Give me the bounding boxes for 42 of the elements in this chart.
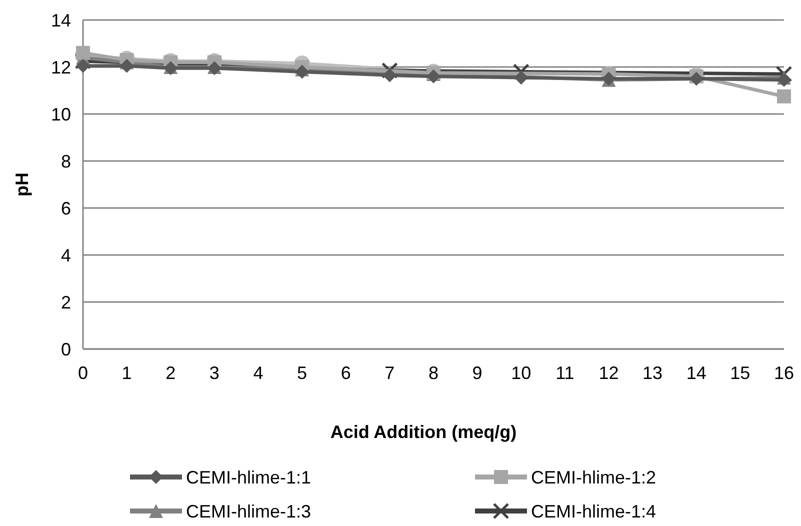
point <box>120 58 134 73</box>
x-tick-label: 13 <box>642 363 663 383</box>
point <box>512 63 530 80</box>
x-tick-label: 5 <box>297 363 308 383</box>
x-tick-label: 7 <box>384 363 395 383</box>
y-tick-label: 10 <box>50 104 71 124</box>
point <box>514 70 528 85</box>
x-tick-label: 4 <box>253 363 264 383</box>
x-tick-label: 12 <box>598 363 619 383</box>
x-tick-label: 2 <box>166 363 176 383</box>
y-tick-label: 8 <box>60 151 71 172</box>
x-tick-label: 10 <box>511 363 532 383</box>
point <box>295 64 310 79</box>
y-tick-label: 6 <box>60 198 71 218</box>
point <box>76 46 90 60</box>
point <box>382 68 397 82</box>
x-tick-label: 16 <box>774 363 794 383</box>
point <box>776 66 792 82</box>
y-tick-label: 0 <box>60 339 71 360</box>
point <box>777 89 791 104</box>
y-tick-label: 2 <box>60 292 71 312</box>
x-tick-label: 15 <box>730 363 750 383</box>
legend-label: CEMI-hlime-1:1 <box>186 467 312 488</box>
legend-label: CEMI-hlime-1:3 <box>186 501 312 522</box>
x-tick-label: 3 <box>209 363 220 383</box>
point <box>689 72 704 86</box>
y-axis-title: pH <box>12 172 32 196</box>
x-tick-label: 9 <box>472 363 482 383</box>
point <box>76 58 90 73</box>
x-tick-label: 0 <box>78 363 88 383</box>
x-tick-label: 6 <box>340 363 351 383</box>
y-tick-label: 12 <box>50 57 71 78</box>
x-tick-label: 8 <box>428 363 439 383</box>
x-axis-title: Acid Addition (meq/g) <box>330 422 517 442</box>
y-tick-label: 14 <box>50 10 71 30</box>
x-tick-label: 14 <box>686 363 706 383</box>
legend-label: CEMI-hlime-1:4 <box>531 501 656 522</box>
y-tick-label: 4 <box>60 245 71 266</box>
x-tick-label: 11 <box>556 363 574 383</box>
point <box>381 62 398 79</box>
legend-label: CEMI-hlime-1:2 <box>531 467 656 488</box>
x-tick-label: 1 <box>122 363 132 383</box>
